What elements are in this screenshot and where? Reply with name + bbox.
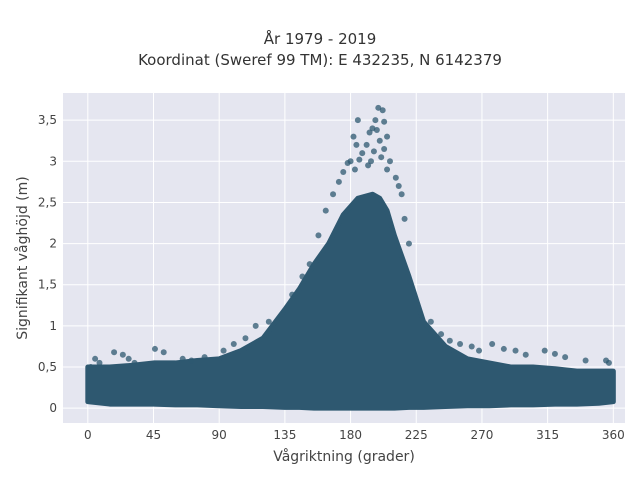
data-point bbox=[252, 322, 259, 329]
data-point bbox=[582, 357, 589, 364]
data-point bbox=[378, 154, 385, 161]
y-axis-label: Signifikant våghöjd (m) bbox=[14, 176, 31, 339]
data-point bbox=[330, 191, 337, 198]
y-tick-label: 2 bbox=[49, 237, 57, 251]
chart-subtitle: Koordinat (Sweref 99 TM): E 432235, N 61… bbox=[138, 51, 502, 69]
data-point bbox=[366, 129, 373, 136]
data-point bbox=[398, 191, 405, 198]
data-point bbox=[322, 207, 329, 214]
data-point bbox=[92, 355, 99, 362]
data-point bbox=[386, 158, 393, 165]
chart-title: År 1979 - 2019 bbox=[263, 30, 377, 48]
data-point bbox=[392, 174, 399, 181]
x-tick-label: 0 bbox=[84, 428, 92, 442]
data-point bbox=[111, 349, 118, 356]
data-point bbox=[541, 347, 548, 354]
y-tick-label: 3,5 bbox=[38, 113, 57, 127]
data-point bbox=[160, 349, 167, 356]
data-point bbox=[351, 166, 358, 173]
data-point bbox=[359, 150, 366, 157]
x-tick-label: 225 bbox=[405, 428, 428, 442]
data-point bbox=[265, 318, 272, 325]
data-point bbox=[131, 359, 138, 366]
data-point bbox=[119, 351, 126, 358]
data-point bbox=[315, 232, 322, 239]
data-point bbox=[299, 273, 306, 280]
data-point bbox=[381, 118, 388, 125]
data-point bbox=[344, 159, 351, 166]
data-point bbox=[306, 261, 313, 268]
data-point bbox=[220, 347, 227, 354]
data-point bbox=[401, 215, 408, 222]
x-tick-label: 315 bbox=[536, 428, 559, 442]
data-points bbox=[85, 104, 616, 411]
data-point bbox=[363, 141, 370, 148]
data-point bbox=[354, 117, 361, 124]
y-tick-label: 3 bbox=[49, 154, 57, 168]
data-point bbox=[500, 345, 507, 352]
data-point bbox=[605, 359, 612, 366]
data-point bbox=[376, 137, 383, 144]
data-point bbox=[512, 347, 519, 354]
data-point bbox=[372, 117, 379, 124]
data-point bbox=[427, 318, 434, 325]
y-tick-label: 2,5 bbox=[38, 195, 57, 209]
data-point bbox=[468, 343, 475, 350]
data-point bbox=[289, 291, 296, 298]
data-point bbox=[96, 359, 103, 366]
x-tick-label: 90 bbox=[212, 428, 227, 442]
data-point bbox=[242, 335, 249, 342]
data-point bbox=[356, 156, 363, 163]
data-point bbox=[551, 350, 558, 357]
x-tick-label: 135 bbox=[273, 428, 296, 442]
y-tick-label: 1,5 bbox=[38, 278, 57, 292]
x-tick-label: 45 bbox=[146, 428, 161, 442]
data-point bbox=[379, 107, 386, 114]
data-point bbox=[438, 331, 445, 338]
x-tick-label: 180 bbox=[339, 428, 362, 442]
data-point bbox=[340, 169, 347, 176]
data-point bbox=[335, 178, 342, 185]
data-point bbox=[365, 162, 372, 169]
y-tick-label: 0,5 bbox=[38, 360, 57, 374]
data-point bbox=[188, 357, 195, 364]
data-point bbox=[395, 182, 402, 189]
axes: 0 45 90 135 180 225 270 315 360 0 0,5 1 1,5 2 2,5 3 3,5 bbox=[38, 113, 625, 442]
data-point bbox=[370, 148, 377, 155]
data-point bbox=[405, 240, 412, 247]
data-point bbox=[384, 166, 391, 173]
x-tick-label: 270 bbox=[470, 428, 493, 442]
data-point bbox=[522, 351, 529, 358]
x-tick-label: 360 bbox=[602, 428, 625, 442]
data-point bbox=[353, 141, 360, 148]
data-point bbox=[381, 145, 388, 152]
data-point bbox=[562, 354, 569, 361]
data-point bbox=[125, 355, 132, 362]
data-point bbox=[87, 364, 94, 371]
x-axis-label: Vågriktning (grader) bbox=[273, 448, 415, 465]
data-point bbox=[457, 340, 464, 347]
data-point bbox=[446, 337, 453, 344]
data-point bbox=[179, 355, 186, 362]
data-point bbox=[230, 340, 237, 347]
point-cloud bbox=[85, 191, 616, 411]
y-tick-label: 1 bbox=[49, 319, 57, 333]
data-point bbox=[476, 347, 483, 354]
data-point bbox=[151, 345, 158, 352]
data-point bbox=[373, 127, 380, 134]
data-point bbox=[201, 354, 208, 361]
data-point bbox=[384, 133, 391, 140]
data-point bbox=[489, 340, 496, 347]
data-point bbox=[350, 133, 357, 140]
data-point bbox=[375, 104, 382, 111]
y-tick-label: 0 bbox=[49, 401, 57, 415]
